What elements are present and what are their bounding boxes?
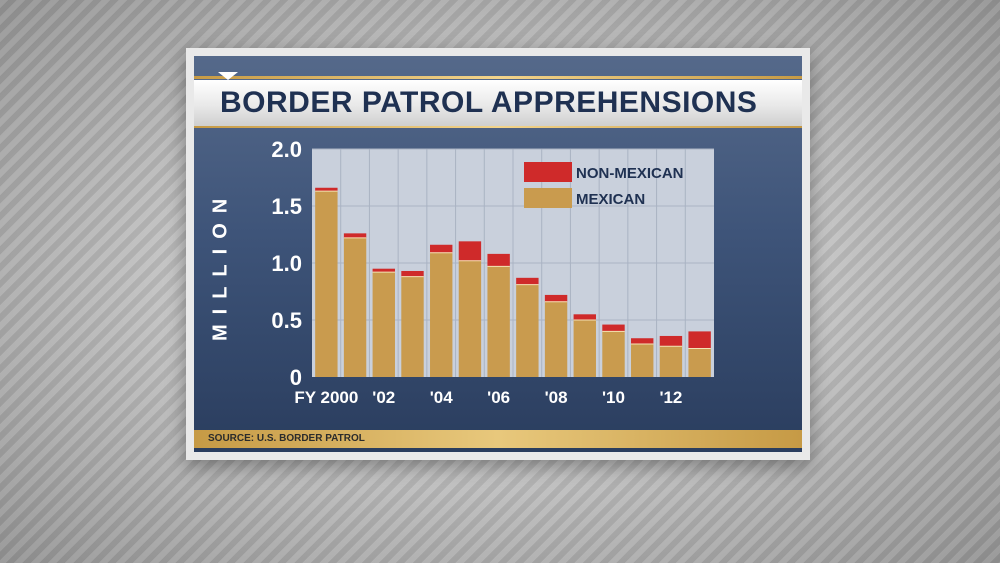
source-bar: SOURCE: U.S. BORDER PATROL — [194, 430, 802, 448]
chart-svg: 2.0 1.5 1.0 0.5 0FY 2000 '02 '04 '06 '08 '10 '12 NO… — [271, 137, 714, 407]
bar-mexican — [315, 191, 338, 377]
title-bar: BORDER PATROL APPREHENSIONS — [194, 80, 802, 126]
bar-mexican — [401, 276, 424, 377]
y-tick-label: 1.5 — [271, 194, 302, 219]
chart-panel: BORDER PATROL APPREHENSIONS 2.0 1.5 1.0 0.5… — [194, 56, 802, 452]
bar-mexican — [573, 320, 596, 377]
x-tick-label: '06 — [487, 388, 510, 407]
y-tick-label: 2.0 — [271, 137, 302, 162]
bar-mexican — [458, 260, 482, 377]
bar-non-mexican — [343, 233, 367, 238]
bar-mexican — [372, 272, 395, 377]
bar-non-mexican — [659, 335, 683, 347]
legend-label: NON-MEXICAN — [576, 165, 684, 182]
bar-mexican — [343, 237, 367, 377]
bar-non-mexican — [573, 314, 596, 320]
y-tick-label: 0 — [290, 365, 302, 390]
bar-non-mexican — [430, 244, 453, 253]
bar-mexican — [602, 331, 625, 377]
x-tick-label: '08 — [545, 388, 568, 407]
y-tick-label: 0.5 — [271, 308, 302, 333]
legend-label: MEXICAN — [576, 191, 645, 208]
bar-mexican — [430, 252, 453, 377]
legend-swatch — [524, 188, 572, 208]
bar-non-mexican — [631, 338, 654, 344]
x-tick-label: '04 — [430, 388, 453, 407]
x-tick-label: '12 — [659, 388, 682, 407]
x-tick-label: '02 — [372, 388, 395, 407]
bar-non-mexican — [487, 253, 510, 267]
bar-non-mexican — [315, 187, 338, 192]
bar-non-mexican — [372, 268, 395, 273]
bar-non-mexican — [544, 294, 568, 302]
bar-mexican — [659, 346, 683, 377]
bar-non-mexican — [688, 331, 711, 349]
bar-mexican — [688, 348, 711, 377]
y-axis-label: MILLION — [209, 188, 232, 341]
top-gold-rule — [194, 76, 802, 79]
bar-mexican — [516, 284, 539, 377]
bar-mexican — [544, 301, 568, 377]
source-note: SOURCE: U.S. BORDER PATROL — [208, 433, 365, 444]
bar-non-mexican — [458, 241, 482, 261]
chart-title: BORDER PATROL APPREHENSIONS — [220, 86, 758, 119]
bar-mexican — [631, 343, 654, 377]
bar-non-mexican — [516, 277, 539, 285]
x-tick-label: FY 2000 — [294, 388, 358, 407]
title-notch-icon — [218, 72, 238, 80]
bar-non-mexican — [602, 324, 625, 332]
bar-mexican — [487, 266, 510, 377]
y-tick-label: 1.0 — [271, 251, 302, 276]
x-tick-label: '10 — [602, 388, 625, 407]
chart-card: BORDER PATROL APPREHENSIONS 2.0 1.5 1.0 0.5… — [186, 48, 810, 460]
title-underline — [194, 126, 802, 128]
legend-swatch — [524, 162, 572, 182]
bar-non-mexican — [401, 270, 424, 277]
